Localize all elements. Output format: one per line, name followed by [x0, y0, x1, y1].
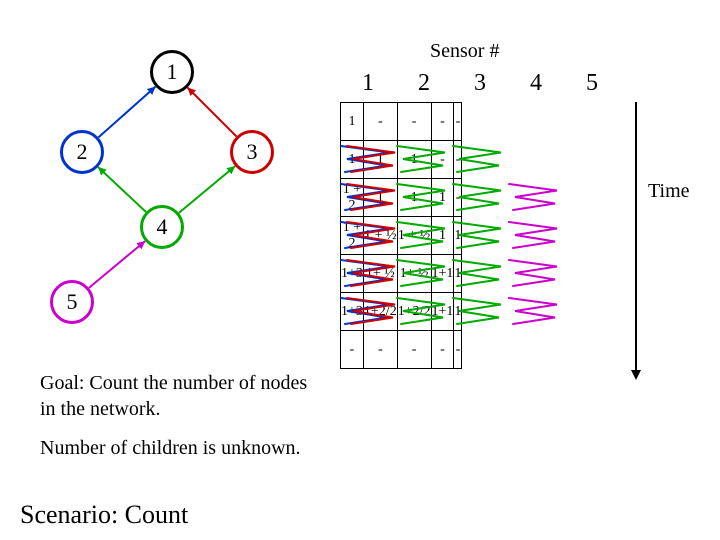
- table-cell: 1: [431, 217, 454, 255]
- table-cell: -: [397, 103, 431, 141]
- graph-area: 1 2 3 4 5: [40, 50, 300, 330]
- col-header-5: 5: [564, 70, 620, 97]
- table-cell: 1: [363, 179, 397, 217]
- table-cell: -: [431, 103, 454, 141]
- table-row: 1 + 2111-: [341, 179, 462, 217]
- sensor-header-label: Sensor #: [430, 40, 499, 63]
- table-cell: 1: [454, 293, 462, 331]
- table-cell: 1+1: [431, 293, 454, 331]
- table-row: -----: [341, 331, 462, 369]
- table-cell: -: [363, 103, 397, 141]
- table-cell: -: [397, 331, 431, 369]
- col-header-4: 4: [508, 70, 564, 97]
- table-cell: 1 + 2: [341, 217, 364, 255]
- table-row: 1 + 21 + ½1 + ½11: [341, 217, 462, 255]
- table-cell: 1+3: [341, 293, 364, 331]
- slide-container: Sensor # 12345 123451----111--1 + 2111-1…: [0, 0, 720, 540]
- col-header-1: 1: [340, 70, 396, 97]
- table-cell: -: [431, 141, 454, 179]
- table-cell: 1: [431, 179, 454, 217]
- table-cell: 1 + ½: [397, 217, 431, 255]
- time-axis-label: Time: [648, 180, 690, 203]
- table-cell: -: [454, 141, 462, 179]
- goal-text: Goal: Count the number of nodes in the n…: [40, 370, 320, 422]
- col-header-3: 3: [452, 70, 508, 97]
- node-2: 2: [60, 130, 104, 174]
- table-cell: 1: [454, 217, 462, 255]
- col-header-2: 2: [396, 70, 452, 97]
- table-cell: 1: [341, 141, 364, 179]
- table-row: 1----: [341, 103, 462, 141]
- table-cell: 1 + 2: [341, 179, 364, 217]
- table-cell: 1+2/2: [363, 293, 397, 331]
- table-cell: -: [431, 331, 454, 369]
- data-table: 1----111--1 + 2111-1 + 21 + ½1 + ½111+31…: [340, 102, 462, 369]
- table-cell: -: [363, 331, 397, 369]
- table-row: 111--: [341, 141, 462, 179]
- table-cell: 1: [454, 255, 462, 293]
- node-5: 5: [50, 280, 94, 324]
- table-cell: 1: [397, 141, 431, 179]
- node-1: 1: [150, 50, 194, 94]
- table-cell: 1+ ½: [397, 255, 431, 293]
- table-cell: -: [454, 331, 462, 369]
- children-text: Number of children is unknown.: [40, 435, 320, 461]
- table-cell: -: [454, 179, 462, 217]
- table-cell: 1+3: [341, 255, 364, 293]
- table-cell: 1: [397, 179, 431, 217]
- table-cell: 1+1: [431, 255, 454, 293]
- node-4: 4: [140, 205, 184, 249]
- table-cell: -: [341, 331, 364, 369]
- table-cell: 1+2/2: [397, 293, 431, 331]
- table-cell: 1+ ½: [363, 255, 397, 293]
- table-cell: 1: [363, 141, 397, 179]
- table-cell: 1 + ½: [363, 217, 397, 255]
- table-cell: 1: [341, 103, 364, 141]
- table-row: 1+31+2/21+2/21+11: [341, 293, 462, 331]
- table-cell: -: [454, 103, 462, 141]
- node-3: 3: [230, 130, 274, 174]
- table-row: 1+31+ ½1+ ½1+11: [341, 255, 462, 293]
- scenario-title: Scenario: Count: [20, 500, 188, 530]
